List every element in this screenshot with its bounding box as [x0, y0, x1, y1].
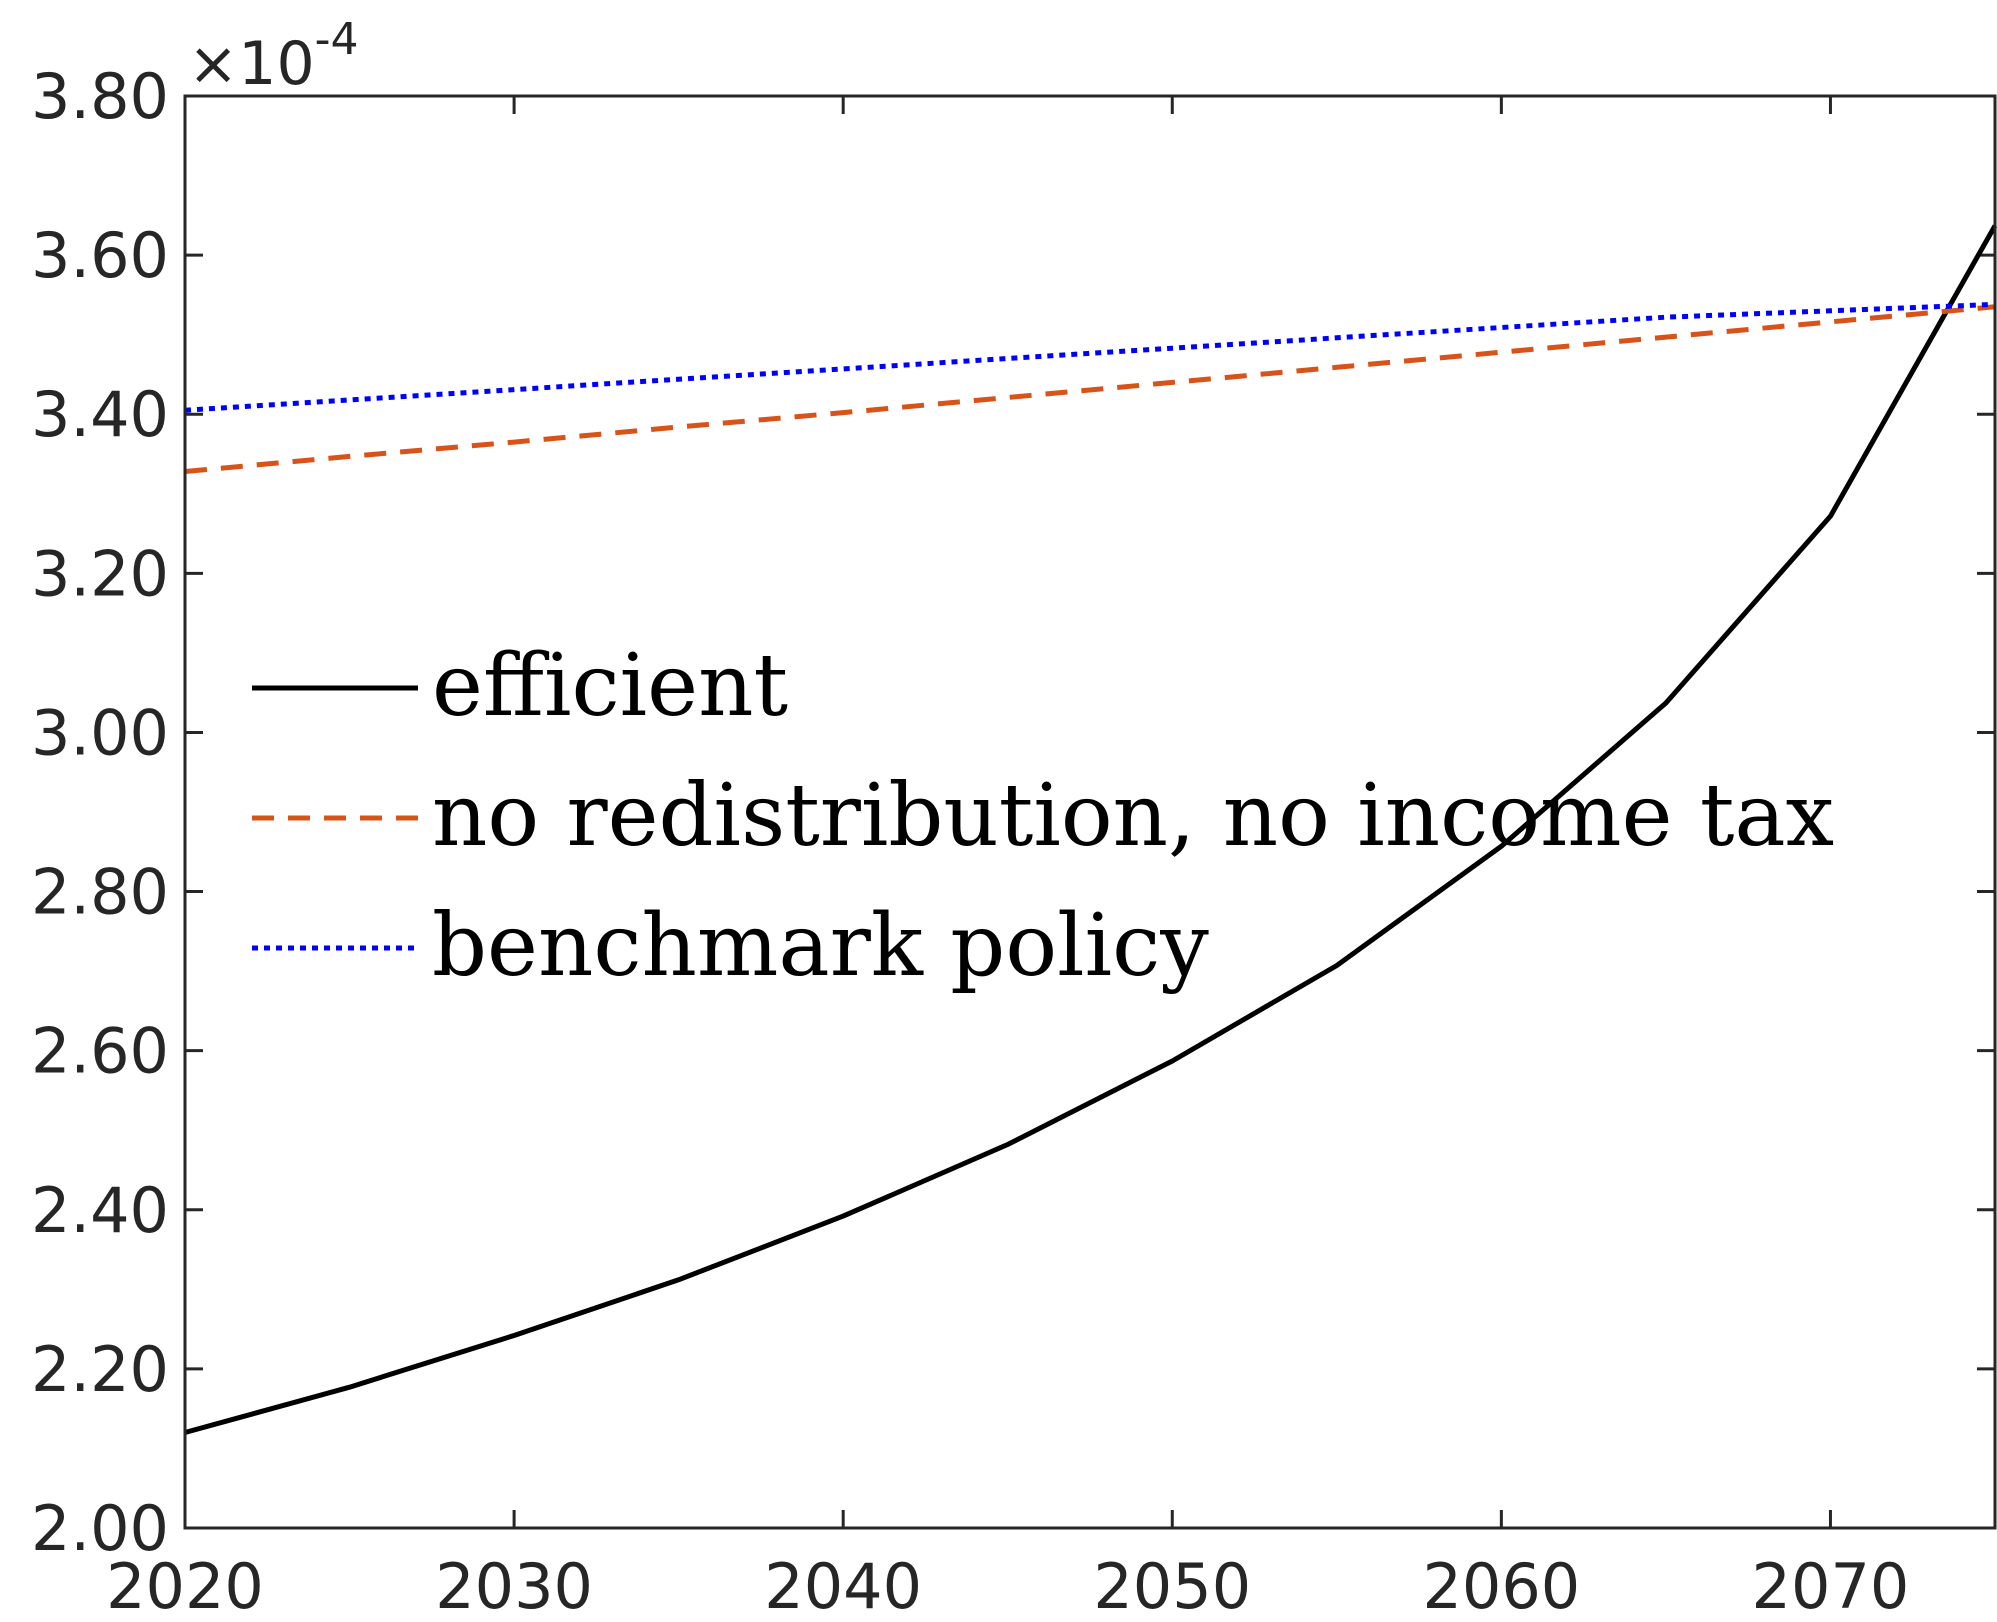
- y-tick-label: 3.60: [31, 219, 169, 292]
- legend-label: efficient: [432, 636, 788, 736]
- y-tick-label: 2.00: [31, 1492, 169, 1565]
- series-line-no-redistribution-no-income-tax: [184, 304, 1996, 474]
- y-tick-label: 2.60: [31, 1015, 169, 1088]
- x-axis-ticks: 2020 2030 2040 2050 2060 2070: [106, 96, 1909, 1622]
- axes-box: [183, 94, 1997, 1530]
- y-axis-ticks: 2.00 2.20 2.40 2.60 2.80 3.00 3.20 3.40 3.60 3.80: [31, 60, 1995, 1565]
- series-line-benchmark-policy: [184, 301, 1996, 413]
- y-tick-label: 3.00: [31, 696, 169, 769]
- legend: efficient no redistribution, no income ta…: [252, 636, 1834, 996]
- y-tick-label: 2.40: [31, 1174, 169, 1247]
- x-tick-label: 2070: [1752, 1550, 1910, 1622]
- y-tick-label: 3.40: [31, 378, 169, 451]
- x-tick-label: 2060: [1422, 1550, 1580, 1622]
- x-tick-label: 2020: [106, 1550, 264, 1622]
- series-layer: [184, 224, 1997, 1435]
- y-exponent-label: ×10-4: [188, 14, 359, 99]
- y-tick-label: 3.80: [31, 60, 169, 133]
- y-tick-label: 3.20: [31, 537, 169, 610]
- x-tick-label: 2050: [1093, 1550, 1251, 1622]
- legend-label: no redistribution, no income tax: [432, 766, 1834, 866]
- series-line-efficient: [184, 224, 1997, 1435]
- x-tick-label: 2030: [435, 1550, 593, 1622]
- y-tick-label: 2.80: [31, 856, 169, 929]
- y-tick-label: 2.20: [31, 1333, 169, 1406]
- x-tick-label: 2040: [764, 1550, 922, 1622]
- legend-label: benchmark policy: [432, 896, 1209, 996]
